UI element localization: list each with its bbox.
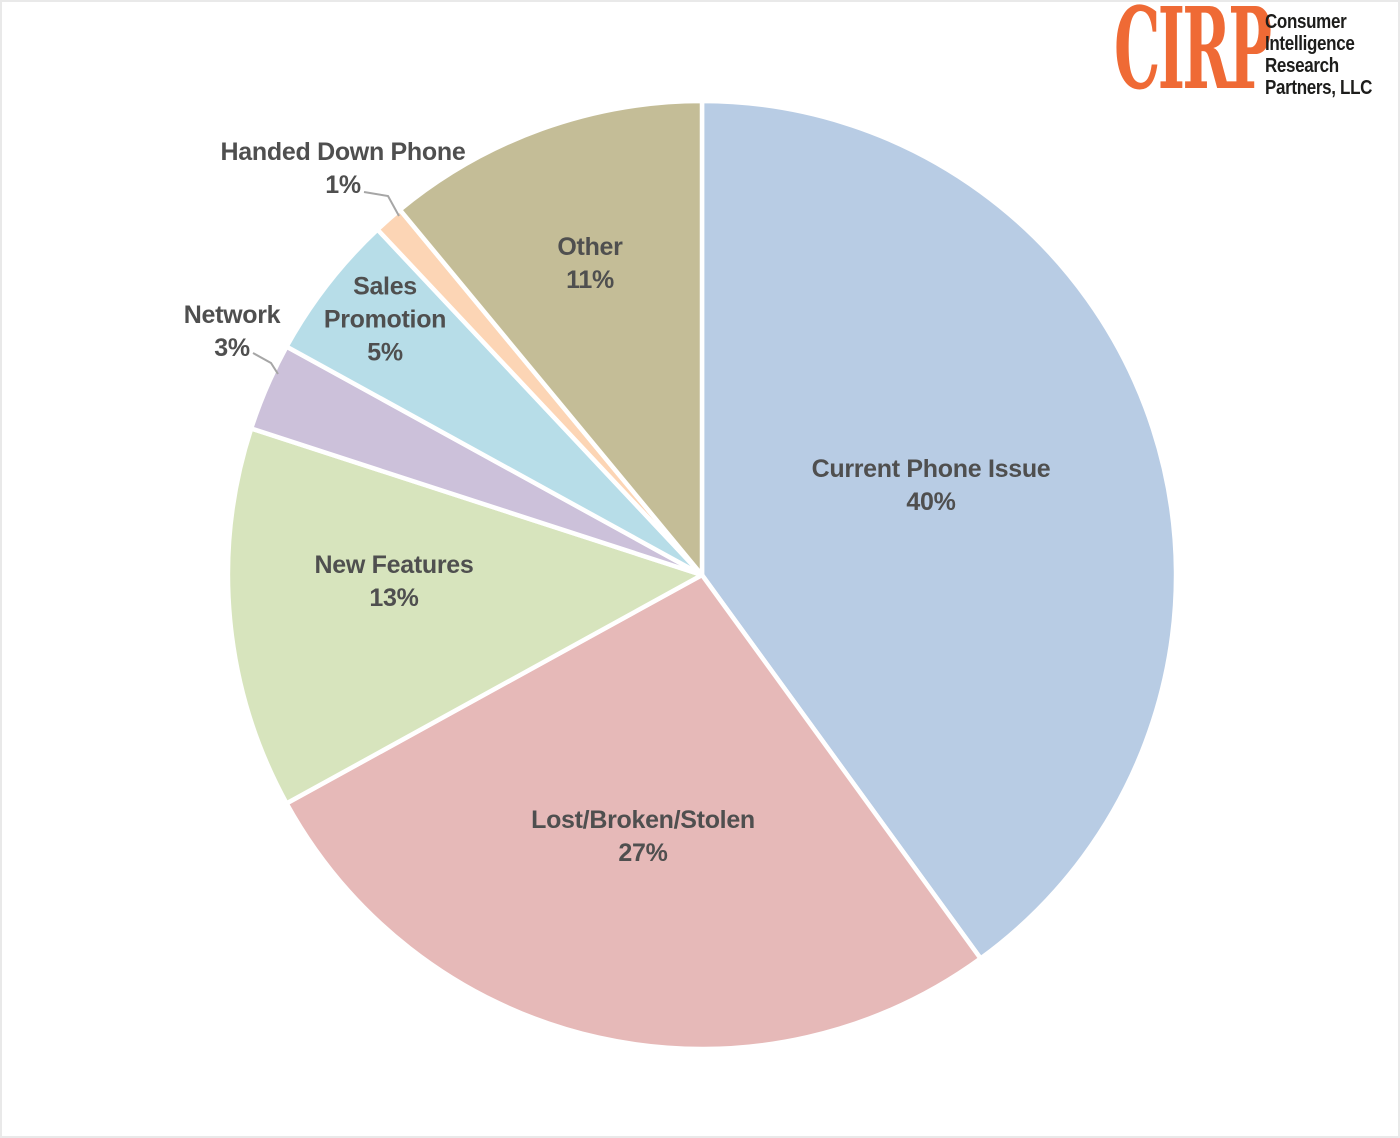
pie-slice-other	[397, 98, 705, 578]
slice-name: Lost/Broken/Stolen	[531, 806, 755, 834]
leader-line-handed-down-phone	[363, 191, 400, 217]
slice-label-current-phone-issue: Current Phone Issue 40%	[812, 453, 1051, 519]
slice-label-other: Other 11%	[557, 231, 622, 297]
slice-name: Other	[557, 233, 623, 261]
slice-percent: 5%	[367, 338, 403, 367]
logo-name-line: Consumer	[1265, 11, 1347, 33]
slice-label-network: Network 3%	[184, 299, 281, 365]
pie-slices	[225, 98, 1179, 1052]
slice-percent: 27%	[618, 839, 668, 867]
slice-percent: 40%	[906, 488, 956, 516]
slice-label-handed-down-phone: Handed Down Phone 1%	[221, 136, 466, 202]
cirp-logo-name: Consumer Intelligence Research Partners,…	[1265, 11, 1372, 99]
logo-name-line: Research	[1265, 55, 1339, 77]
slice-name: Sales Promotion	[323, 272, 447, 334]
cirp-logo-acronym: CIRP	[1114, 0, 1272, 115]
pie-slice-new-features	[225, 426, 705, 806]
pie-slice-lost-broken-stolen	[284, 572, 983, 1052]
slice-percent: 3%	[214, 334, 250, 362]
pie-slice-current-phone-issue	[699, 98, 1179, 961]
logo-name-line: Intelligence	[1265, 33, 1355, 55]
slice-name: New Features	[314, 551, 474, 579]
slice-percent: 11%	[566, 266, 614, 294]
slice-name: Current Phone Issue	[811, 455, 1051, 483]
pie-slice-sales-promotion	[284, 227, 705, 578]
slice-percent: 13%	[369, 584, 419, 612]
slice-label-lost-broken-stolen: Lost/Broken/Stolen 27%	[531, 804, 755, 870]
slice-percent: 1%	[325, 171, 361, 199]
slice-label-new-features: New Features 13%	[315, 549, 474, 615]
slice-name: Network	[183, 301, 281, 329]
leader-line-network	[252, 352, 279, 375]
slice-name: Handed Down Phone	[220, 138, 466, 166]
slice-label-sales-promotion: Sales Promotion 5%	[310, 271, 460, 370]
logo-name-line: Partners, LLC	[1265, 77, 1373, 99]
